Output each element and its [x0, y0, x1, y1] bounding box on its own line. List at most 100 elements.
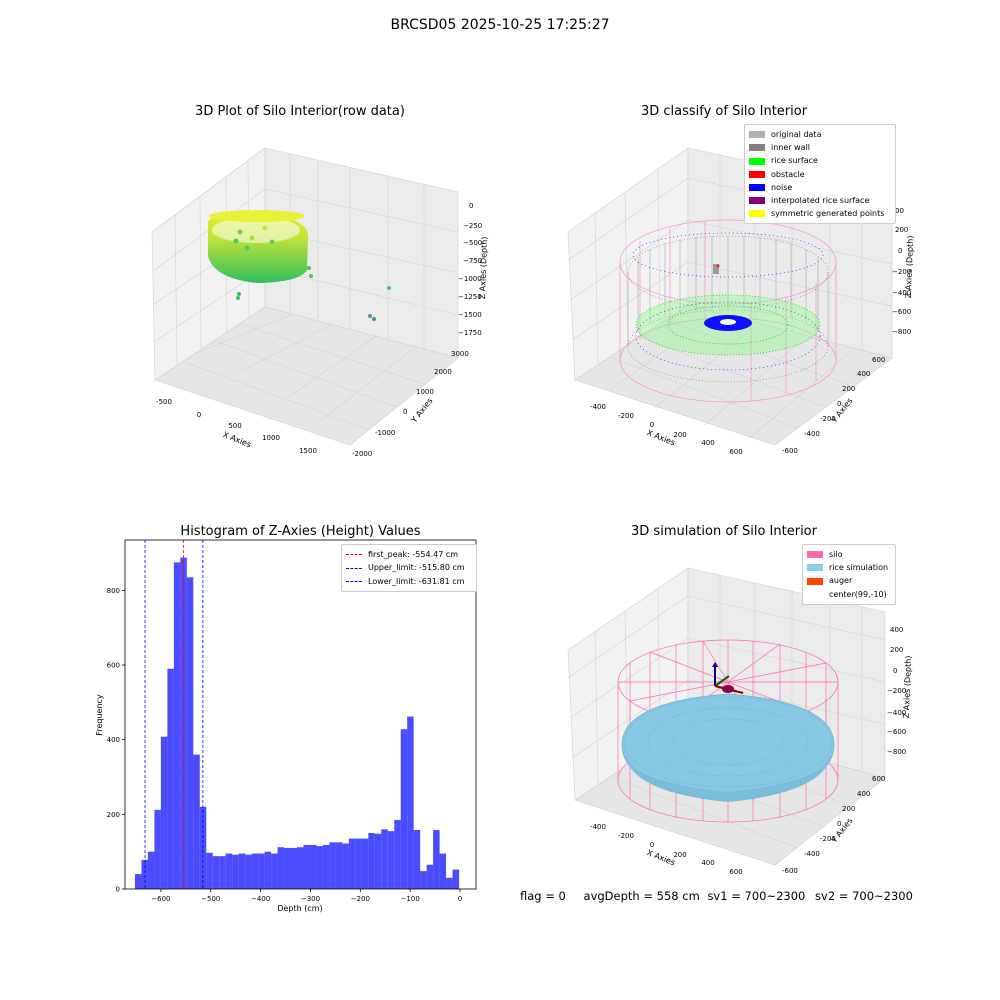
legend-swatch	[749, 144, 765, 152]
legend-label: interpolated rice surface	[771, 196, 870, 206]
legend-swatch	[807, 564, 823, 572]
histogram-bar	[186, 577, 194, 889]
legend-entry: noise	[749, 181, 891, 194]
classify-xtick: 400	[701, 439, 714, 447]
histogram-bar	[452, 869, 460, 889]
histogram-bar	[433, 830, 440, 889]
simulation-ztick: −800	[887, 748, 906, 756]
raw-ytick: 1000	[416, 388, 434, 396]
simulation-ytick: 400	[857, 790, 870, 798]
histogram-bar	[212, 856, 220, 889]
legend-line	[346, 567, 362, 569]
histogram-bar	[322, 844, 330, 889]
classify-ztick: −600	[892, 308, 911, 316]
simulation-x-label: X Axies	[646, 848, 677, 867]
status-sv2: sv2 = 700~2300	[815, 889, 913, 903]
histogram-bar	[251, 853, 259, 889]
histogram-frame	[124, 539, 477, 890]
histogram-bar	[173, 562, 181, 889]
status-sv1: sv1 = 700~2300	[707, 889, 806, 903]
histogram-bar	[290, 847, 298, 889]
legend-swatch	[749, 170, 765, 178]
classify-ztick: 200	[895, 226, 908, 234]
simulation-ztick: 0	[893, 667, 897, 675]
histogram-bars	[134, 557, 460, 889]
histogram-bar	[258, 853, 265, 889]
simulation-auger	[712, 662, 744, 694]
classify-y-ticks: -600 -400 -200 0 200 400 600	[782, 356, 885, 455]
legend-entry: interpolated rice surface	[749, 194, 891, 207]
legend-label: first_peak: -554.47 cm	[368, 550, 459, 559]
histogram-bar	[245, 854, 252, 889]
classify-ytick: -600	[782, 447, 798, 455]
simulation-xtick: -400	[590, 823, 606, 831]
legend-entry: Lower_limit: -631.81 cm	[346, 575, 472, 588]
simulation-y-label: Y Axies	[829, 816, 855, 845]
histogram-bar	[400, 729, 408, 889]
raw-scatter-points	[208, 210, 391, 321]
simulation-legend: silo rice simulation auger center(99,-10…	[802, 544, 896, 605]
raw-xtick: 1000	[262, 434, 280, 442]
histogram-bar	[361, 838, 369, 889]
legend-entry: original data	[749, 128, 891, 141]
simulation-x-ticks: -400 -200 0 200 400 600	[590, 823, 743, 876]
suptitle: BRCSD05 2025-10-25 17:25:27	[390, 17, 610, 33]
simulation-z-label: Z Axies (Depth)	[902, 655, 913, 718]
classify-ytick: 200	[842, 385, 855, 393]
histogram-x-ticks: −600 −500 −400 −300 −200 −100 0	[151, 889, 462, 903]
simulation-xtick: -200	[618, 832, 634, 840]
legend-label: Upper_limit: -515.80 cm	[368, 563, 465, 573]
legend-swatch	[807, 551, 823, 559]
raw-z-label: Z Axies (Depth)	[478, 236, 489, 299]
legend-swatch	[749, 131, 765, 139]
simulation-ytick: 200	[842, 805, 855, 813]
classify-ztick: −400	[892, 289, 911, 297]
histogram-bar	[180, 557, 187, 889]
histogram-bar	[271, 853, 278, 889]
raw-xtick: 0	[197, 411, 201, 419]
classify-legend: original data inner wall rice surface ob…	[744, 124, 896, 225]
histogram-x-label: Depth (cm)	[277, 904, 322, 913]
histogram-chart: −600 −500 −400 −300 −200 −100 0 0200400600800 …	[95, 539, 477, 913]
histogram-bar	[193, 754, 200, 889]
histogram-bar	[335, 842, 343, 889]
classify-ytick: 400	[857, 370, 870, 378]
legend-label: obstacle	[771, 169, 805, 179]
histogram-bar	[413, 830, 421, 889]
raw-y-label: Y Axies	[409, 396, 435, 425]
raw-xtick: -500	[156, 398, 172, 406]
histogram-bar	[297, 847, 304, 889]
raw-y-ticks: -2000 -1000 0 1000 2000 3000	[352, 350, 469, 458]
raw-ytick: 2000	[434, 368, 452, 376]
histogram-y-label: Frequency	[95, 694, 104, 736]
simulation-3d-plot: -400 -200 0 200 400 600 -600 -400 -200 0…	[567, 567, 913, 876]
legend-label: noise	[771, 182, 793, 192]
simulation-xtick: 600	[729, 868, 742, 876]
legend-entry: obstacle	[749, 168, 891, 181]
legend-swatch	[749, 183, 765, 191]
histogram-xtick-label: −600	[151, 895, 170, 903]
histogram-bar	[225, 853, 233, 889]
histogram-bar	[309, 844, 317, 889]
simulation-z-ticks: 400 200 0 −200 −400 −600 −800	[887, 626, 906, 756]
simulation-ztick: −400	[887, 709, 906, 717]
legend-label: rice surface	[771, 156, 818, 166]
legend-entry: rice simulation	[807, 561, 891, 574]
classify-xtick: -400	[590, 403, 606, 411]
raw-xtick: 1500	[299, 447, 317, 455]
simulation-ytick: 600	[872, 775, 885, 783]
classify-ytick: 0	[837, 400, 841, 408]
raw-ztick: −1500	[458, 311, 482, 319]
simulation-xtick: 0	[650, 841, 654, 849]
classify-ytick: -400	[804, 430, 820, 438]
histogram-bar	[264, 851, 272, 889]
histogram-bar	[134, 874, 142, 889]
raw-3d-plot: -500 0 500 1000 1500 -2000 -1000 0 1000 …	[151, 147, 489, 458]
legend-entry: Upper_limit: -515.80 cm	[346, 561, 472, 574]
simulation-rice-body	[621, 693, 835, 802]
histogram-bar	[420, 871, 427, 889]
raw-ztick: 0	[469, 202, 473, 210]
raw-z-ticks: 0 −250 −500 −750 −1000 −1250 −1500 −1750	[458, 202, 482, 337]
histogram-xtick-label: −100	[401, 895, 420, 903]
raw-ztick: −250	[463, 222, 482, 230]
